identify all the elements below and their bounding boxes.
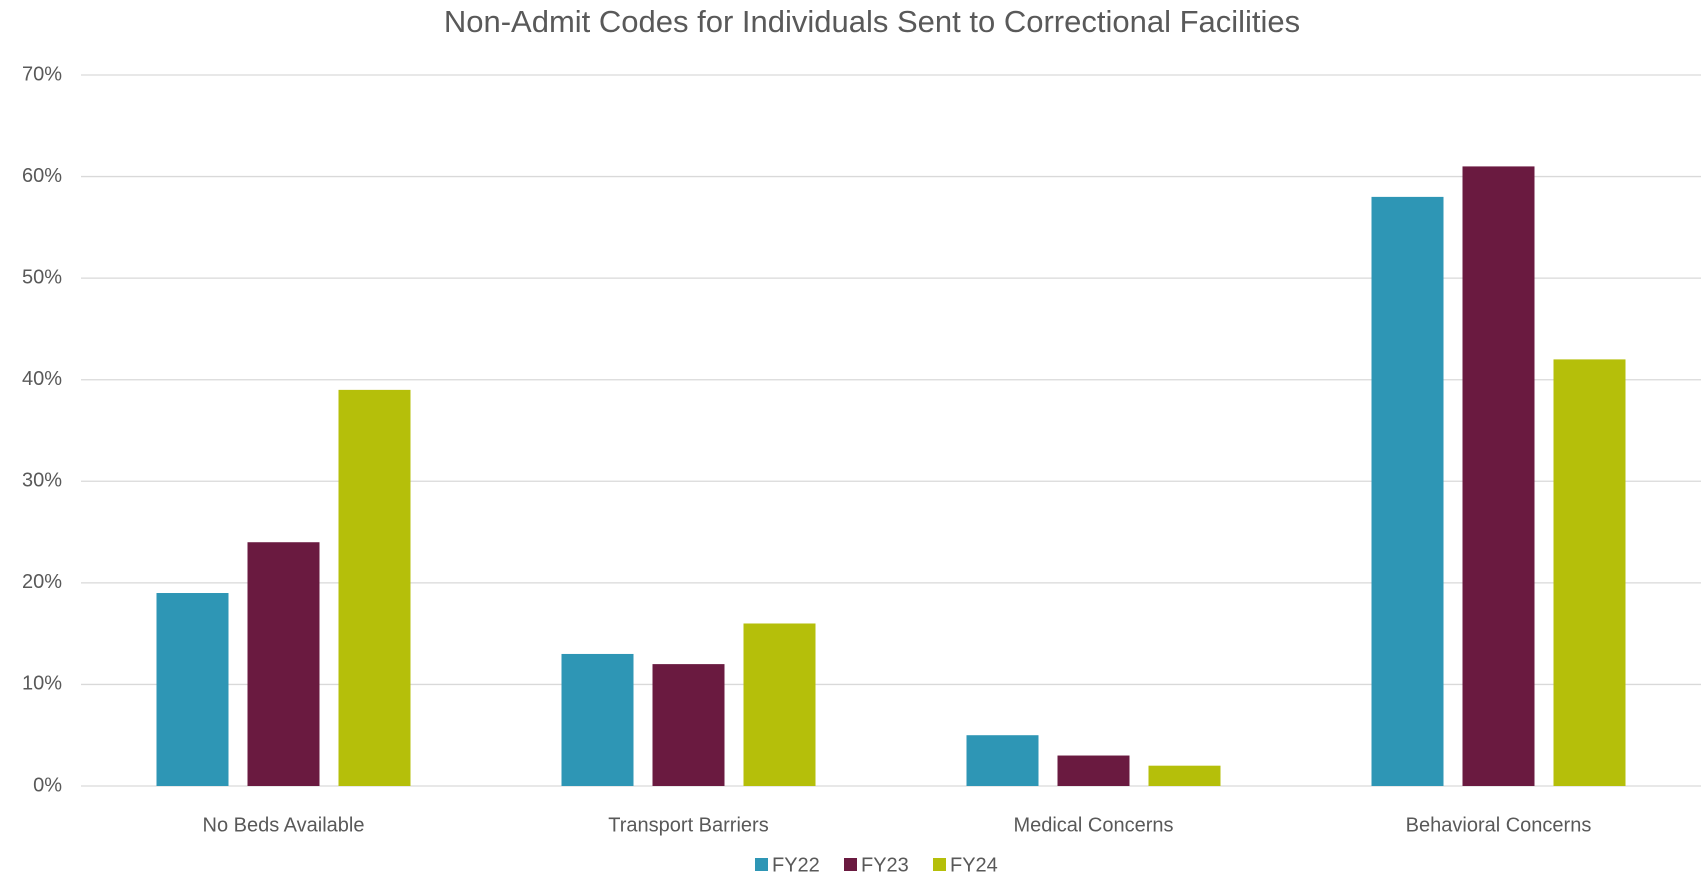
y-tick-label: 0% — [33, 774, 62, 796]
y-tick-label: 50% — [22, 266, 62, 288]
legend-label: FY23 — [861, 854, 909, 876]
bar — [156, 593, 229, 786]
y-tick-label: 30% — [22, 470, 62, 492]
x-tick-label: Behavioral Concerns — [1406, 814, 1592, 836]
bar — [1057, 755, 1130, 786]
legend-label: FY24 — [950, 854, 998, 876]
bar — [247, 542, 320, 786]
bar — [652, 664, 725, 786]
legend-swatch — [755, 858, 768, 871]
bar — [1371, 196, 1444, 786]
legend-label: FY22 — [772, 854, 820, 876]
legend-swatch — [933, 858, 946, 871]
bar — [743, 623, 816, 786]
x-tick-label: Medical Concerns — [1013, 814, 1173, 836]
bar — [1462, 166, 1535, 786]
x-tick-label: Transport Barriers — [608, 814, 768, 836]
legend-swatch — [844, 858, 857, 871]
y-tick-label: 60% — [22, 165, 62, 187]
bar — [561, 653, 634, 786]
bar — [338, 389, 411, 786]
bar — [966, 735, 1039, 786]
y-tick-label: 10% — [22, 673, 62, 695]
y-tick-label: 40% — [22, 368, 62, 390]
y-tick-label: 20% — [22, 571, 62, 593]
x-tick-label: No Beds Available — [203, 814, 365, 836]
bar — [1148, 765, 1221, 786]
y-tick-label: 70% — [22, 63, 62, 85]
bar — [1553, 359, 1626, 786]
chart-title: Non-Admit Codes for Individuals Sent to … — [444, 4, 1300, 39]
